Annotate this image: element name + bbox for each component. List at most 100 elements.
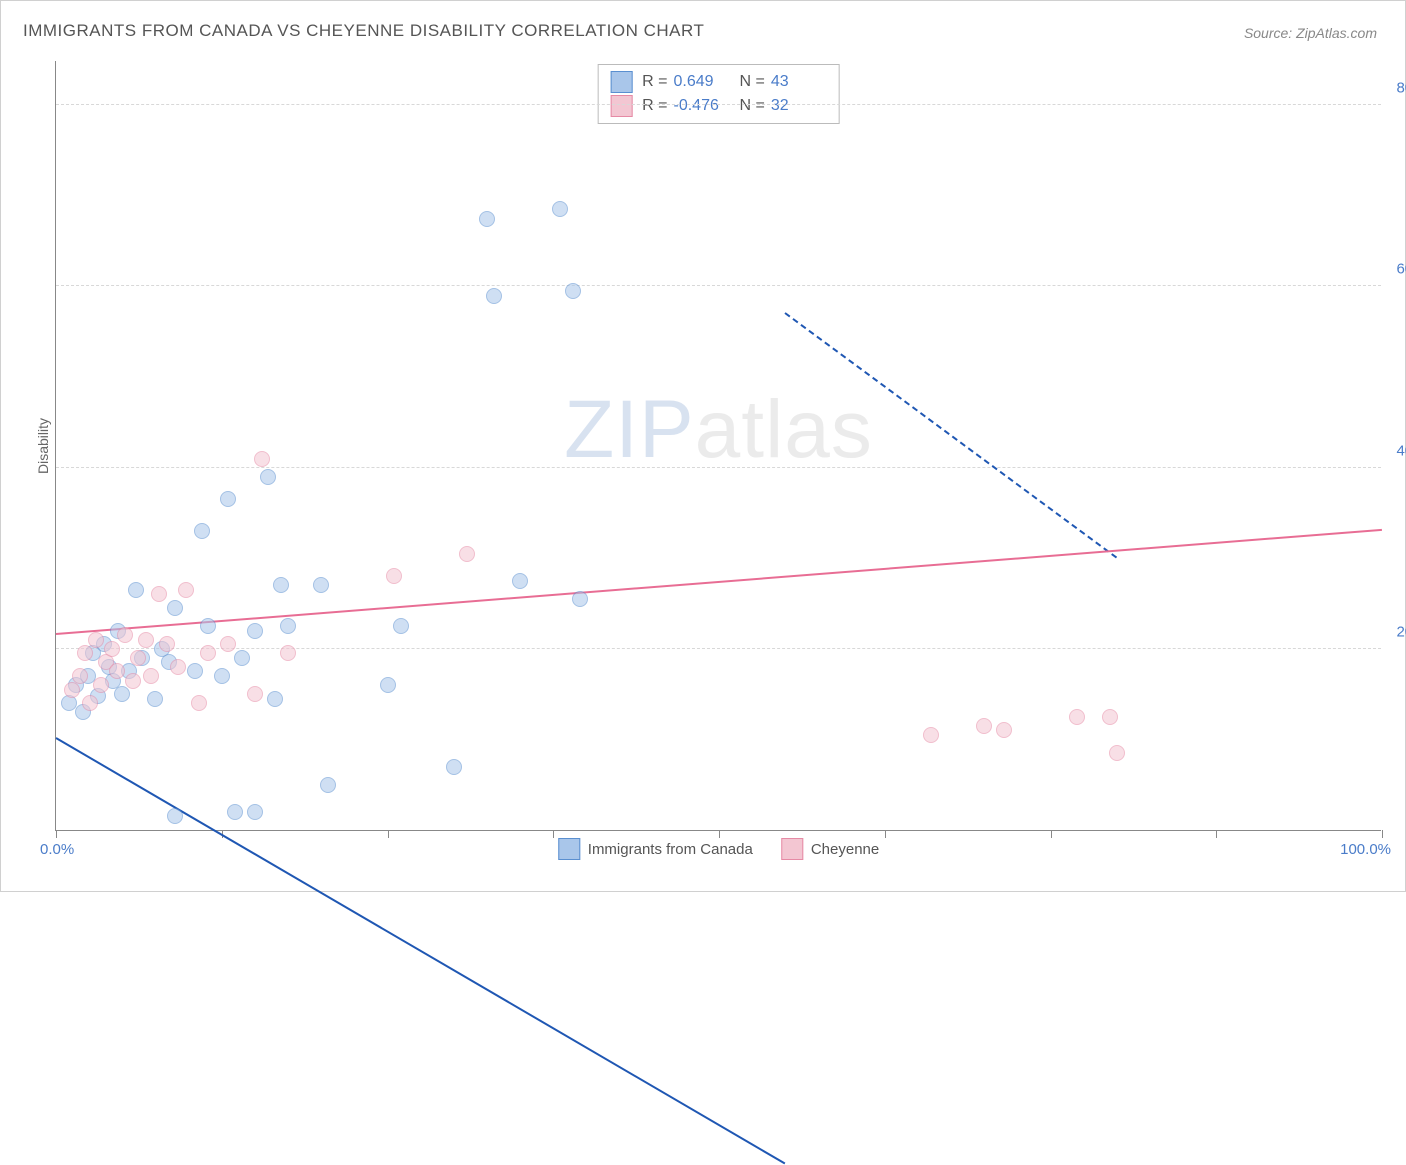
series-legend-item: Immigrants from Canada — [558, 838, 753, 860]
data-point — [125, 673, 141, 689]
legend-swatch — [558, 838, 580, 860]
legend-n-value-cheyenne: 32 — [771, 97, 827, 115]
y-tick-label: 60.0% — [1396, 261, 1406, 278]
data-point — [130, 650, 146, 666]
data-point — [1109, 745, 1125, 761]
grid-line — [56, 104, 1381, 105]
x-axis-max-label: 100.0% — [1340, 841, 1391, 858]
legend-swatch — [781, 838, 803, 860]
data-point — [380, 677, 396, 693]
data-point — [565, 283, 581, 299]
data-point — [267, 691, 283, 707]
data-point — [187, 663, 203, 679]
series-legend-label: Immigrants from Canada — [588, 841, 753, 858]
data-point — [93, 677, 109, 693]
data-point — [138, 632, 154, 648]
watermark-suffix: atlas — [695, 384, 873, 475]
data-point — [923, 727, 939, 743]
data-point — [128, 582, 144, 598]
data-point — [220, 491, 236, 507]
legend-n-value-canada: 43 — [771, 73, 827, 91]
data-point — [114, 686, 130, 702]
plot-area: ZIPatlas R = 0.649 N = 43 R = -0.476 N =… — [55, 61, 1381, 831]
data-point — [178, 582, 194, 598]
data-point — [143, 668, 159, 684]
x-tick — [553, 830, 554, 838]
data-point — [200, 645, 216, 661]
data-point — [1102, 709, 1118, 725]
data-point — [227, 804, 243, 820]
data-point — [280, 645, 296, 661]
data-point — [104, 641, 120, 657]
data-point — [82, 695, 98, 711]
series-legend-label: Cheyenne — [811, 841, 879, 858]
data-point — [194, 523, 210, 539]
data-point — [459, 546, 475, 562]
data-point — [572, 591, 588, 607]
legend-swatch-canada — [610, 71, 632, 93]
data-point — [386, 568, 402, 584]
grid-line — [56, 648, 1381, 649]
series-legend-item: Cheyenne — [781, 838, 879, 860]
data-point — [280, 618, 296, 634]
legend-n-label: N = — [740, 73, 765, 91]
trend-line — [56, 529, 1382, 635]
data-point — [273, 577, 289, 593]
x-tick — [719, 830, 720, 838]
data-point — [147, 691, 163, 707]
x-tick — [56, 830, 57, 838]
data-point — [254, 451, 270, 467]
data-point — [170, 659, 186, 675]
data-point — [976, 718, 992, 734]
data-point — [109, 663, 125, 679]
grid-line — [56, 285, 1381, 286]
series-legend: Immigrants from Canada Cheyenne — [558, 838, 879, 860]
legend-r-label: R = — [642, 73, 667, 91]
data-point — [552, 201, 568, 217]
legend-swatch-cheyenne — [610, 95, 632, 117]
legend-n-label: N = — [740, 97, 765, 115]
data-point — [220, 636, 236, 652]
y-tick-label: 80.0% — [1396, 80, 1406, 97]
y-tick-label: 20.0% — [1396, 623, 1406, 640]
data-point — [247, 804, 263, 820]
chart-container: IMMIGRANTS FROM CANADA VS CHEYENNE DISAB… — [0, 0, 1406, 892]
x-tick — [1051, 830, 1052, 838]
x-tick — [885, 830, 886, 838]
source-attribution: Source: ZipAtlas.com — [1244, 25, 1377, 41]
data-point — [320, 777, 336, 793]
data-point — [200, 618, 216, 634]
correlation-legend-row: R = -0.476 N = 32 — [610, 95, 827, 117]
trend-line — [55, 738, 785, 1165]
x-tick — [388, 830, 389, 838]
correlation-legend-row: R = 0.649 N = 43 — [610, 71, 827, 93]
trend-line — [785, 312, 1118, 558]
y-axis-label: Disability — [35, 418, 51, 474]
data-point — [1069, 709, 1085, 725]
legend-r-value-canada: 0.649 — [674, 73, 730, 91]
data-point — [479, 211, 495, 227]
data-point — [446, 759, 462, 775]
data-point — [260, 469, 276, 485]
data-point — [247, 686, 263, 702]
data-point — [191, 695, 207, 711]
data-point — [72, 668, 88, 684]
data-point — [234, 650, 250, 666]
data-point — [167, 808, 183, 824]
data-point — [512, 573, 528, 589]
data-point — [486, 288, 502, 304]
data-point — [77, 645, 93, 661]
data-point — [159, 636, 175, 652]
data-point — [313, 577, 329, 593]
watermark-prefix: ZIP — [564, 384, 695, 475]
legend-r-label: R = — [642, 97, 667, 115]
legend-r-value-cheyenne: -0.476 — [674, 97, 730, 115]
data-point — [88, 632, 104, 648]
y-tick-label: 40.0% — [1396, 442, 1406, 459]
data-point — [996, 722, 1012, 738]
data-point — [393, 618, 409, 634]
chart-title: IMMIGRANTS FROM CANADA VS CHEYENNE DISAB… — [23, 21, 704, 41]
data-point — [151, 586, 167, 602]
data-point — [247, 623, 263, 639]
data-point — [214, 668, 230, 684]
